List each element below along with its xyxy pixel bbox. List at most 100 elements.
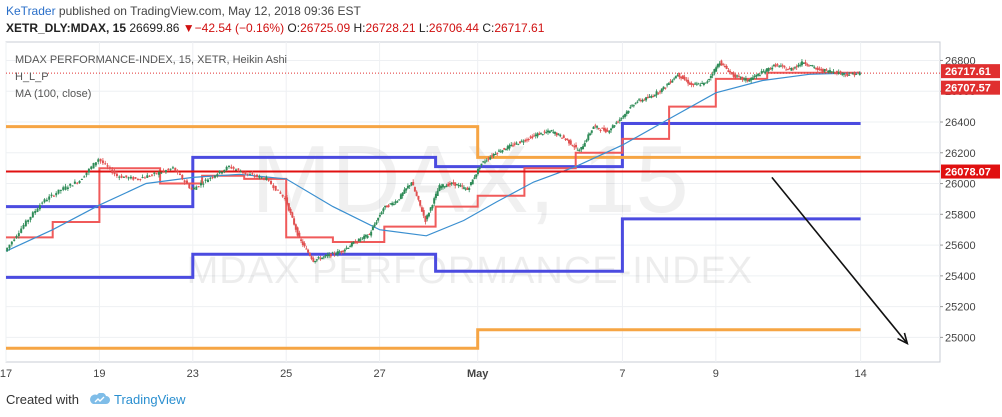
candle-body [108,167,111,169]
down-arrow-icon: ▼ [182,21,195,35]
candle-body [350,242,353,247]
price-tag-bg [941,164,1000,179]
candle-body [839,71,842,74]
candle-body [827,70,830,73]
candle-body [31,212,34,218]
candle-body [265,177,268,181]
symbol: XETR_DLY:MDAX, 15 [6,21,127,35]
candle-body [291,212,294,218]
symbol-line: XETR_DLY:MDAX, 15 26699.86 ▼−42.54 (−0.1… [6,21,544,35]
candle-body [237,168,240,170]
candle-body [413,187,416,192]
candle-body [136,178,139,180]
candle-body [811,65,814,67]
candle-body [342,250,345,252]
candle-body [97,159,100,162]
candle-body [111,169,114,174]
candle-body [274,185,277,191]
candle-body [648,96,651,98]
close-value: 26717.61 [494,21,545,35]
candle-body [211,177,214,179]
legend-indicator-ma[interactable]: MA (100, close) [15,88,92,100]
candle-body [78,180,81,184]
candle-body [813,66,816,68]
candle-body [715,67,718,72]
candle-body [627,110,630,113]
series-h-l-p-pivot-low [6,328,861,350]
legend-indicator-hlp[interactable]: H_L_P [15,71,49,83]
candle-body [45,199,48,202]
candle-body [571,145,574,147]
candle-body [424,215,427,222]
candle-body [225,166,228,170]
candle-body [541,134,544,136]
candle-body [760,71,763,74]
candle-body [267,179,270,181]
candle-body [293,218,296,225]
candle-body [155,173,158,175]
candle-body [436,190,439,196]
candle-body [517,144,520,146]
candle-body [552,131,555,133]
candle-body [83,176,86,178]
candle-body [310,256,313,259]
last-price: 26699.86 [129,21,180,35]
candle-body [545,132,548,134]
candle-body [659,91,662,93]
candle-body [213,175,216,178]
candle-body [227,166,230,168]
candle-body [218,170,221,174]
candle-body [629,107,632,109]
candle-body [343,249,346,252]
candle-body [462,187,465,189]
candle-body [830,71,833,73]
candle-body [258,176,261,178]
candle-body [818,68,821,70]
candle-body [807,65,810,67]
tradingview-cloud-icon [89,392,110,404]
candle-body [120,175,123,178]
candle-body [559,134,562,137]
candle-body [625,111,628,115]
x-tick-label: 14 [854,368,866,380]
candle-body [162,170,165,172]
candle-body [408,185,411,187]
candle-body [141,177,144,179]
candle-body [319,258,322,260]
candle-body [373,224,376,227]
low-value: 26706.44 [428,21,479,35]
open-label: O: [287,21,301,35]
candle-body [497,150,500,152]
candle-body [447,183,450,187]
price-change: −42.54 (−0.16%) [194,21,285,35]
candle-body [15,236,18,238]
candle-body [548,131,551,134]
candle-body [841,73,844,75]
candle-body [622,115,625,118]
candle-body [699,85,702,87]
candle-body [396,201,399,203]
x-tick-label: 23 [187,368,199,380]
candle-body [204,179,207,181]
x-tick-label: 25 [280,368,292,380]
candle-body [190,187,193,190]
candle-body [239,171,242,173]
candle-body [557,133,560,135]
candle-body [785,69,788,71]
candle-body [667,83,670,85]
candle-body [771,67,774,70]
candle-body [832,71,835,73]
candle-body [792,68,795,70]
candle-body [22,224,25,229]
candle-body [246,173,249,175]
y-tick-label: 25200 [945,302,976,314]
candle-body [92,163,95,169]
candle-body [764,71,767,74]
tradingview-brand[interactable]: TradingView [114,392,186,407]
candle-body [473,177,476,179]
candle-body [378,215,381,217]
candle-body [520,140,523,142]
author-link[interactable]: KeTrader [6,4,56,18]
candle-body [776,64,779,66]
